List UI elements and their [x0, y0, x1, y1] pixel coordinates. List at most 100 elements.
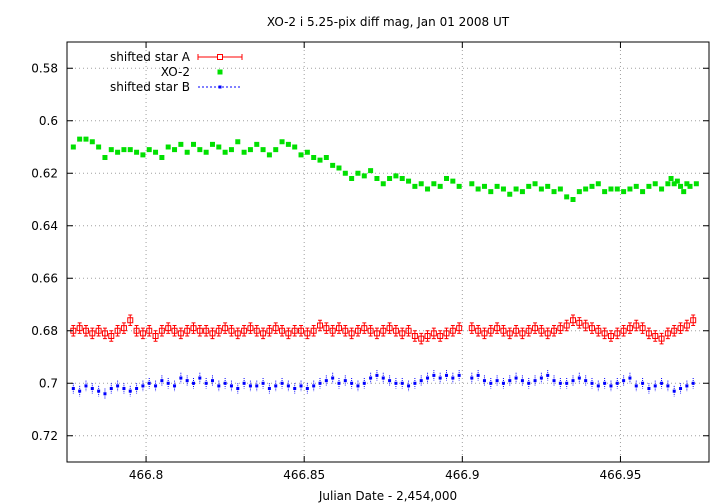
data-point [508, 379, 512, 383]
data-point [331, 376, 335, 380]
data-point [228, 147, 234, 153]
data-point [514, 376, 518, 380]
data-point [438, 376, 442, 380]
data-point [171, 327, 178, 334]
data-point [367, 327, 374, 334]
data-point [475, 327, 482, 334]
data-point [418, 181, 424, 187]
data-point [627, 186, 633, 192]
data-point [405, 327, 412, 334]
legend-entry: shifted star A [110, 50, 243, 64]
data-point [159, 155, 165, 160]
data-point [399, 176, 405, 181]
data-point [564, 194, 570, 200]
data-point [342, 170, 348, 176]
data-point [609, 384, 613, 388]
data-point [639, 325, 646, 332]
data-point [418, 335, 425, 342]
data-point [570, 197, 576, 202]
legend-marker [218, 85, 222, 89]
data-point [152, 333, 159, 339]
data-point [563, 322, 570, 329]
data-point [323, 325, 330, 332]
data-point [532, 325, 539, 332]
data-point [95, 327, 102, 334]
data-point [481, 183, 487, 189]
data-point [223, 381, 227, 385]
data-point [354, 327, 361, 334]
data-point [494, 183, 500, 189]
data-point [645, 330, 652, 337]
data-point [102, 155, 108, 160]
data-point [576, 319, 583, 326]
data-point [620, 327, 627, 334]
data-point [665, 181, 671, 187]
data-point [291, 327, 298, 334]
data-point [432, 373, 436, 377]
data-point [172, 147, 178, 153]
data-point [96, 144, 102, 150]
data-point [146, 327, 153, 334]
data-point [520, 379, 524, 383]
data-point [266, 152, 272, 158]
data-point [196, 327, 203, 334]
data-point [426, 376, 430, 380]
data-point [293, 387, 297, 390]
data-point [222, 325, 229, 332]
data-point [355, 170, 361, 176]
data-point [601, 330, 608, 337]
data-point [660, 381, 664, 385]
data-point [603, 381, 607, 385]
data-point [386, 325, 393, 332]
data-point [622, 379, 626, 383]
data-point [253, 327, 260, 334]
data-point [412, 183, 418, 189]
data-point [272, 325, 279, 332]
legend-marker [217, 69, 223, 75]
data-point [177, 330, 184, 337]
data-point [337, 381, 341, 385]
data-point [178, 141, 184, 147]
data-point [445, 373, 449, 377]
data-point [101, 330, 108, 337]
data-point [76, 325, 83, 332]
data-point [437, 333, 444, 339]
data-point [590, 381, 594, 385]
data-point [425, 186, 431, 192]
data-point [116, 384, 120, 388]
data-point [139, 330, 146, 337]
data-point [501, 381, 505, 385]
x-axis-label: Julian Date - 2,454,000 [318, 489, 457, 503]
data-point [614, 186, 620, 192]
data-point [317, 157, 323, 163]
data-point [165, 325, 172, 332]
data-point [204, 381, 208, 385]
data-point [551, 327, 558, 334]
series-xo-2 [70, 136, 699, 202]
data-point [602, 189, 608, 195]
data-point [191, 141, 197, 147]
data-point [449, 327, 456, 334]
data-point [203, 327, 210, 334]
data-point [349, 176, 355, 181]
data-point [399, 330, 406, 337]
data-point [646, 183, 652, 189]
data-point [513, 186, 519, 192]
data-point [539, 376, 543, 380]
data-point [292, 144, 298, 150]
legend-entry: shifted star B [110, 80, 242, 94]
data-point [392, 327, 399, 334]
data-point [678, 183, 684, 189]
data-point [406, 178, 412, 184]
data-point [348, 330, 355, 337]
data-point [519, 189, 525, 195]
data-point [411, 333, 418, 339]
x-tick-label: 466.95 [599, 468, 641, 482]
data-point [97, 389, 101, 393]
data-point [628, 376, 632, 380]
data-point [133, 327, 140, 334]
data-point [255, 384, 259, 388]
data-point [615, 381, 619, 385]
y-tick-label: 0.64 [31, 219, 58, 233]
y-tick-label: 0.66 [31, 271, 58, 285]
